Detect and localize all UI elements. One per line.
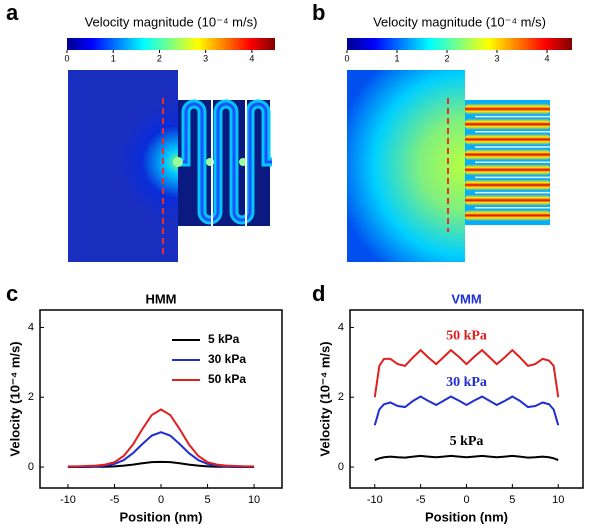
x-tick-label: 5 <box>509 494 515 506</box>
colorbar-tick-label: 1 <box>111 53 116 63</box>
legend-label: 50 kPa <box>208 372 246 386</box>
panel-label: d <box>312 281 325 306</box>
x-tick-label: -5 <box>110 494 120 506</box>
y-axis-label: Velocity (10⁻⁴ m/s) <box>7 341 22 456</box>
x-axis-label: Position (nm) <box>425 509 508 524</box>
series-line <box>373 395 560 426</box>
x-tick-label: 0 <box>463 494 469 506</box>
colorbar-title: Velocity magnitude (10⁻⁴ m/s) <box>85 14 258 29</box>
colorbar-tick-label: 0 <box>64 53 69 63</box>
x-tick-label: 10 <box>552 494 564 506</box>
series-label: 30 kPa <box>446 375 487 390</box>
series-label: 50 kPa <box>446 328 487 343</box>
colorbar-title: Velocity magnitude (10⁻⁴ m/s) <box>373 14 546 29</box>
colorbar-tick-label: 3 <box>494 53 499 63</box>
series-line <box>374 454 559 462</box>
legend-label: 5 kPa <box>208 332 240 346</box>
legend-label: 30 kPa <box>208 352 246 366</box>
y-tick-label: 0 <box>28 461 34 473</box>
x-axis-label: Position (nm) <box>119 509 202 524</box>
y-tick-label: 2 <box>338 391 344 403</box>
colorbar-tick-label: 2 <box>444 53 449 63</box>
panel-label: a <box>6 0 19 25</box>
x-tick-label: 5 <box>204 494 210 506</box>
x-tick-label: -10 <box>367 494 383 506</box>
series-line <box>373 348 560 398</box>
colorbar-tick-label: 4 <box>544 53 549 63</box>
colorbar-tick-label: 1 <box>394 53 399 63</box>
simulation-hmm <box>68 70 272 262</box>
colorbar-tick-label: 3 <box>203 53 208 63</box>
chart-title: VMM <box>451 291 481 306</box>
panel-label: c <box>6 281 18 306</box>
chart-title: HMM <box>145 291 176 306</box>
simulation-vmm <box>347 70 550 262</box>
colorbar-tick-label: 0 <box>344 53 349 63</box>
x-tick-label: -5 <box>416 494 426 506</box>
y-tick-label: 4 <box>338 321 344 333</box>
x-tick-label: 0 <box>158 494 164 506</box>
colorbar-tick-label: 4 <box>249 53 254 63</box>
colorbar <box>67 38 275 50</box>
y-tick-label: 2 <box>28 391 34 403</box>
series-label: 5 kPa <box>450 434 484 449</box>
x-tick-label: -10 <box>60 494 76 506</box>
y-tick-label: 0 <box>338 461 344 473</box>
y-tick-label: 4 <box>28 321 34 333</box>
colorbar-tick-label: 2 <box>157 53 162 63</box>
colorbar <box>347 38 572 50</box>
series-line <box>67 408 255 468</box>
y-axis-label: Velocity (10⁻⁴ m/s) <box>317 341 332 456</box>
panel-label: b <box>312 0 325 25</box>
x-tick-label: 10 <box>248 494 260 506</box>
